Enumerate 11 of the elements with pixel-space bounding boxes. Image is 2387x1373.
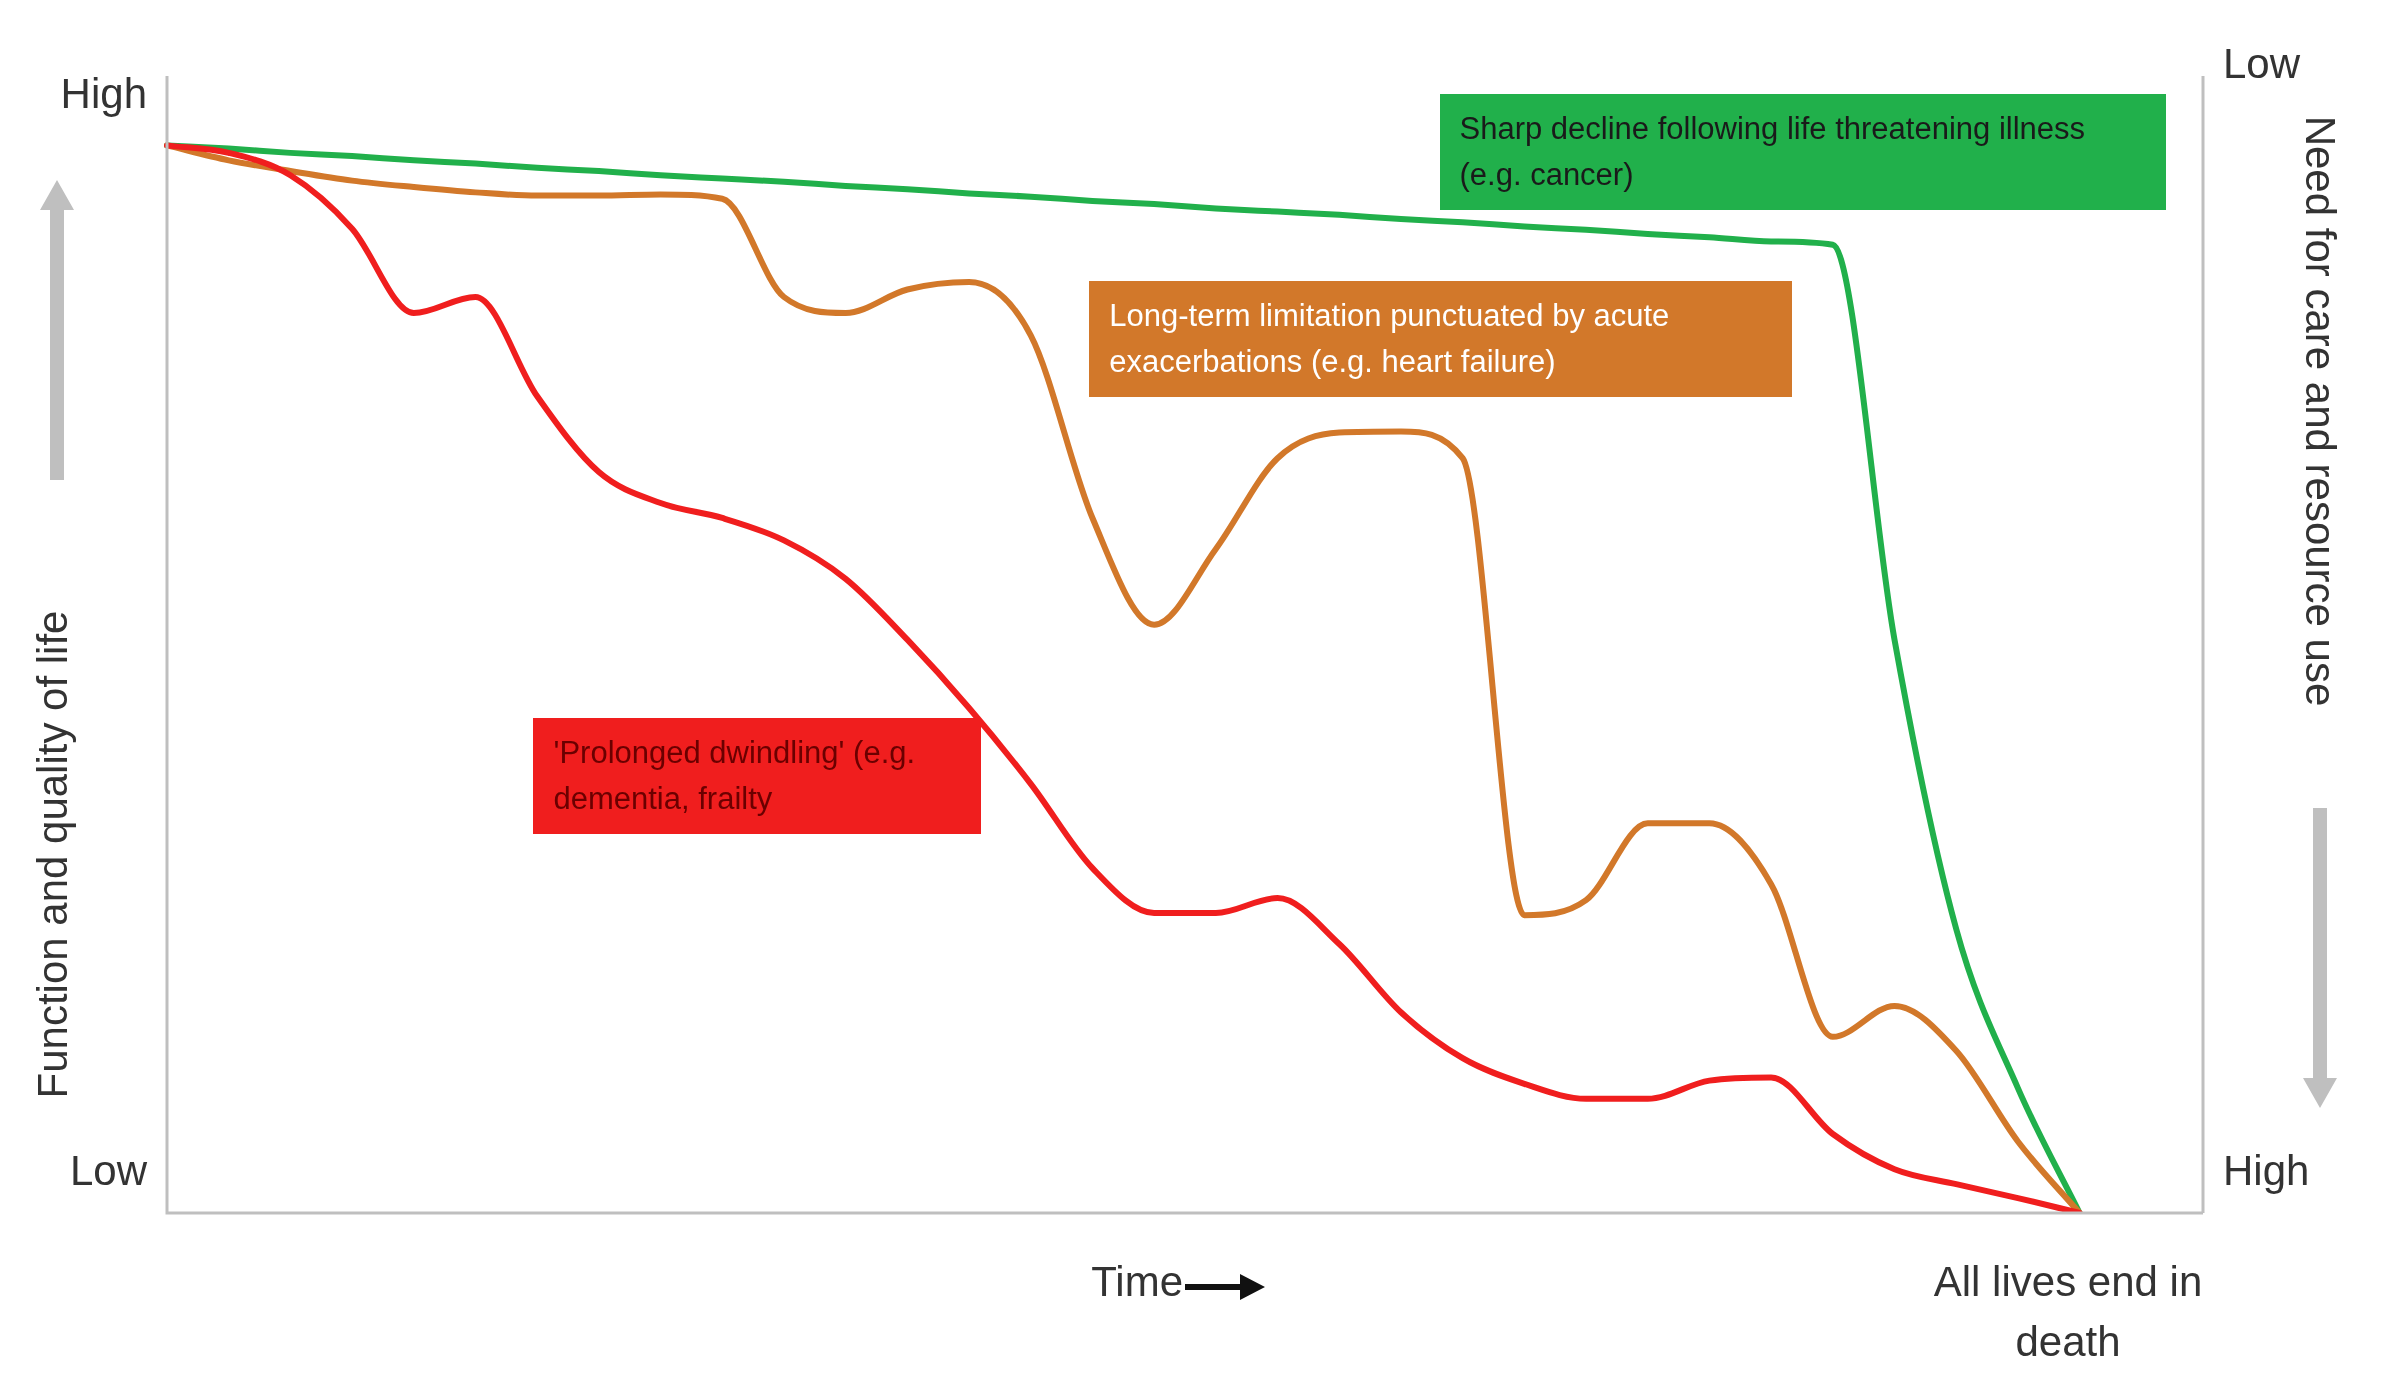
y2-axis-title: Need for care and resource use: [2297, 115, 2345, 707]
caption-box: Sharp decline following life threatening illness (e.g. cancer): [1439, 94, 2167, 211]
caption-box: Long-term limitation punctuated by acute exacerbations (e.g. heart failure): [1089, 280, 1792, 397]
text: All lives end in death: [1933, 1257, 2203, 1365]
x-axis-title: Time: [1091, 1257, 1183, 1305]
text: High: [60, 69, 147, 117]
text: High: [2223, 1146, 2310, 1194]
caption-box: 'Prolonged dwindling' (e.g. dementia, frailty: [533, 718, 982, 835]
y-axis-title: Function and quality of life: [28, 610, 76, 1099]
text: Low: [2223, 39, 2301, 87]
text: Low: [69, 1146, 148, 1194]
